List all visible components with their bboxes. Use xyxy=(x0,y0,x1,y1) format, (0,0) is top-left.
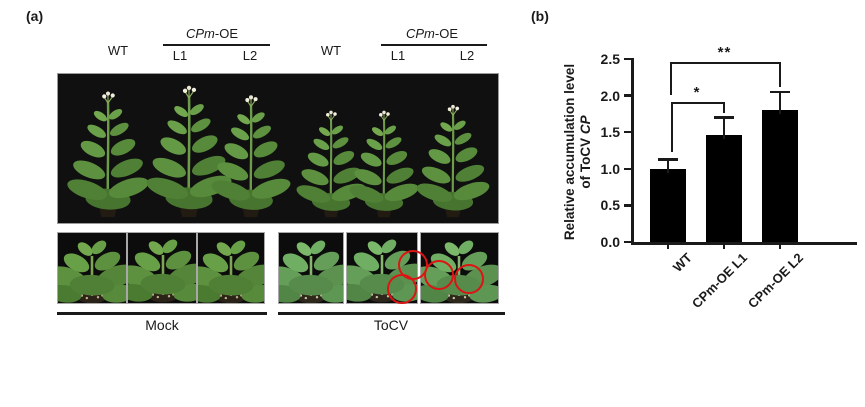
sig-bracket-bar xyxy=(671,102,725,104)
error-bar-cap xyxy=(770,90,790,94)
sig-bracket-drop-left xyxy=(670,62,672,95)
group1-line2-label: L2 xyxy=(242,48,258,63)
y-axis-line xyxy=(631,58,634,244)
x-tick-mark xyxy=(778,244,782,249)
error-bar-stem xyxy=(722,117,726,140)
group1-line1-label: L1 xyxy=(172,48,188,63)
plant-image xyxy=(278,232,344,304)
x-category-label: CPm-OE L2 xyxy=(745,250,807,312)
main-plant-photo xyxy=(57,73,499,224)
error-bar-cap xyxy=(658,158,678,161)
y-tick-mark xyxy=(624,94,632,97)
mock-label: Mock xyxy=(145,317,179,333)
bar-CPm-OE L2 xyxy=(762,110,798,242)
panel-b-label: (b) xyxy=(531,8,549,24)
panel-a-label: (a) xyxy=(26,8,44,24)
group2-line1-label: L1 xyxy=(390,48,406,63)
x-tick-mark xyxy=(666,244,670,249)
y-tick-mark xyxy=(624,130,632,134)
sig-bracket-drop-right xyxy=(723,102,725,113)
plant-image xyxy=(210,90,292,218)
plant-image xyxy=(57,232,127,304)
sig-bracket-drop-right xyxy=(779,62,781,87)
y-axis-title-line2: of ToCV CP xyxy=(578,115,593,189)
mock-group-rule xyxy=(57,312,267,315)
closeup-photo-mock-wt xyxy=(57,232,127,304)
symptom-annotation-circle xyxy=(424,260,454,290)
y-tick-label: 1.5 xyxy=(600,124,620,141)
x-axis-line xyxy=(631,242,857,245)
y-tick-label: 1.0 xyxy=(600,160,620,177)
symptom-annotation-circle xyxy=(454,264,484,294)
y-tick-label: 0.0 xyxy=(600,234,620,250)
closeup-photo-tocv-wt xyxy=(278,232,344,304)
sig-bracket-drop-left xyxy=(671,102,673,152)
group2-oe-label: CPm-OE xyxy=(405,26,458,41)
error-bar-cap xyxy=(714,116,734,119)
closeup-photo-mock-l2 xyxy=(197,232,265,304)
y-axis-title: Relative accumulation level of ToCV CP xyxy=(562,52,594,252)
y-tick-mark xyxy=(624,167,632,171)
plant-image xyxy=(66,86,150,218)
closeup-photo-mock-l1 xyxy=(127,232,197,304)
y-tick-mark xyxy=(624,57,632,61)
tocv-group-rule xyxy=(278,312,505,315)
group1-oe-label: CPm-OE xyxy=(185,26,238,41)
bar-CPm-OE L1 xyxy=(706,135,742,242)
plant-image xyxy=(346,106,422,218)
x-category-label: CPm-OE L1 xyxy=(689,250,751,312)
y-tick-label: 2.0 xyxy=(600,87,620,104)
group1-oe-underline xyxy=(163,44,270,46)
error-bar-stem xyxy=(666,159,670,173)
y-tick-label: 2.5 xyxy=(600,51,620,67)
tocv-label: ToCV xyxy=(373,317,409,333)
plant-image xyxy=(414,100,492,218)
sig-bracket-bar xyxy=(670,62,781,64)
group2-line2-label: L2 xyxy=(459,48,475,63)
significance-label: ** xyxy=(717,44,732,61)
y-tick-label: 0.5 xyxy=(600,197,620,214)
error-bar-stem xyxy=(778,91,782,115)
group2-wt-label: WT xyxy=(320,43,342,58)
significance-label: * xyxy=(693,84,701,101)
x-category-label: WT xyxy=(669,250,695,275)
x-tick-mark xyxy=(722,244,726,249)
y-tick-mark xyxy=(624,240,632,244)
plant-image xyxy=(127,232,197,304)
y-tick-mark xyxy=(624,204,632,207)
group2-oe-underline xyxy=(381,44,487,46)
symptom-annotation-circle xyxy=(387,274,417,304)
y-axis-title-line1: Relative accumulation level xyxy=(562,63,577,241)
bar-WT xyxy=(650,168,686,242)
plant-image xyxy=(197,232,265,304)
group1-wt-label: WT xyxy=(107,43,129,58)
